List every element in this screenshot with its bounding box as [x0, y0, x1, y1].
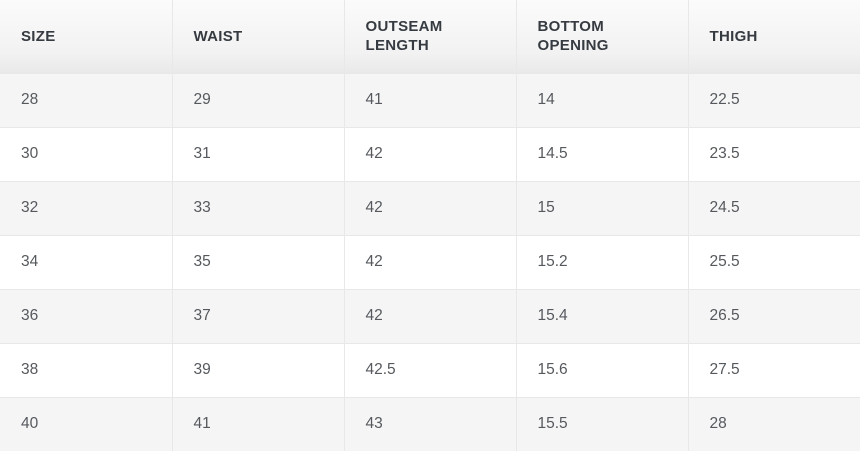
- table-cell: 42.5: [343, 343, 516, 397]
- table-cell: 31: [171, 127, 344, 181]
- size-chart-header: SIZE WAIST OUTSEAM LENGTH BOTTOM OPENING THI…: [0, 0, 860, 73]
- table-cell: 29: [171, 73, 344, 127]
- table-cell: 32: [0, 181, 172, 235]
- table-cell: 38: [0, 343, 172, 397]
- table-cell: 28: [0, 73, 172, 127]
- table-cell: 15.6: [515, 343, 688, 397]
- table-cell: 42: [343, 289, 516, 343]
- table-cell: 15: [515, 181, 688, 235]
- column-header-waist: WAIST: [171, 0, 344, 73]
- table-cell: 26.5: [687, 289, 860, 343]
- table-row: 30 31 42 14.5 23.5: [0, 127, 860, 181]
- table-cell: 30: [0, 127, 172, 181]
- table-row: 32 33 42 15 24.5: [0, 181, 860, 235]
- table-row: 34 35 42 15.2 25.5: [0, 235, 860, 289]
- table-cell: 42: [343, 235, 516, 289]
- table-cell: 14.5: [515, 127, 688, 181]
- table-cell: 14: [515, 73, 688, 127]
- table-cell: 43: [343, 397, 516, 451]
- table-cell: 15.5: [515, 397, 688, 451]
- column-header-outseam-length: OUTSEAM LENGTH: [343, 0, 516, 73]
- table-cell: 22.5: [687, 73, 860, 127]
- size-chart-body: 28 29 41 14 22.5 30 31 42 14.5 23.5 32 33 42 15 24.5 34…: [0, 73, 860, 451]
- table-cell: 35: [171, 235, 344, 289]
- table-cell: 37: [171, 289, 344, 343]
- table-cell: 42: [343, 127, 516, 181]
- table-row: 36 37 42 15.4 26.5: [0, 289, 860, 343]
- table-cell: 15.2: [515, 235, 688, 289]
- table-cell: 36: [0, 289, 172, 343]
- table-cell: 40: [0, 397, 172, 451]
- table-row: 38 39 42.5 15.6 27.5: [0, 343, 860, 397]
- table-cell: 42: [343, 181, 516, 235]
- column-header-thigh: THIGH: [687, 0, 860, 73]
- column-header-bottom-opening: BOTTOM OPENING: [515, 0, 688, 73]
- column-header-size: SIZE: [0, 0, 172, 73]
- table-cell: 41: [171, 397, 344, 451]
- table-cell: 33: [171, 181, 344, 235]
- table-cell: 41: [343, 73, 516, 127]
- table-cell: 23.5: [687, 127, 860, 181]
- table-row: 40 41 43 15.5 28: [0, 397, 860, 451]
- table-cell: 27.5: [687, 343, 860, 397]
- table-cell: 39: [171, 343, 344, 397]
- table-cell: 25.5: [687, 235, 860, 289]
- table-cell: 24.5: [687, 181, 860, 235]
- table-cell: 28: [687, 397, 860, 451]
- table-cell: 34: [0, 235, 172, 289]
- table-cell: 15.4: [515, 289, 688, 343]
- header-row: SIZE WAIST OUTSEAM LENGTH BOTTOM OPENING THI…: [0, 0, 860, 73]
- table-row: 28 29 41 14 22.5: [0, 73, 860, 127]
